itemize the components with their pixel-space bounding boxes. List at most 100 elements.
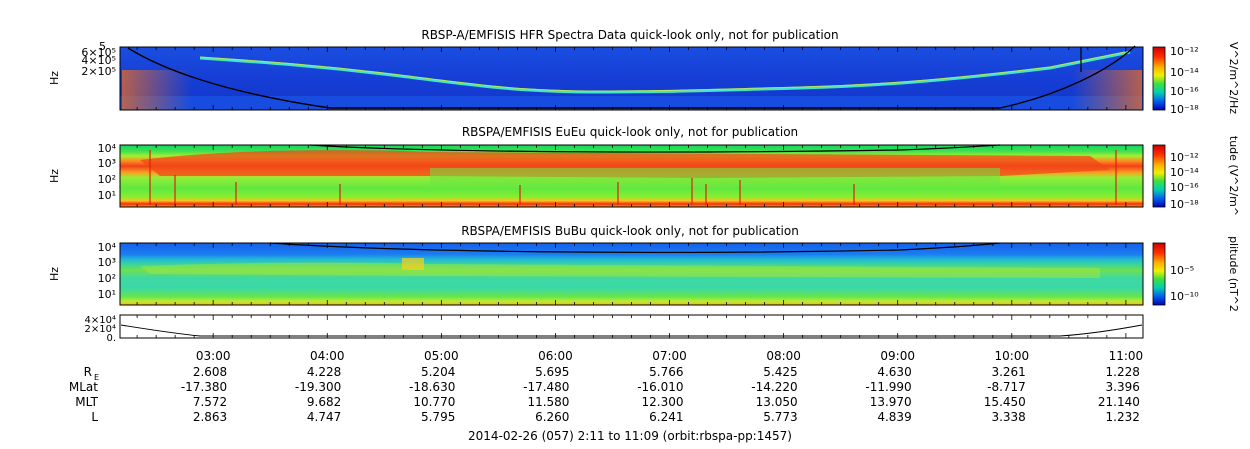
ephemeris-value: -8.717: [987, 380, 1026, 394]
density-ytick-label: 0.: [106, 333, 116, 344]
eueu-colorbar-label: tude (V^2/m^: [1227, 136, 1240, 216]
time-tick-label: 06:00: [538, 349, 573, 363]
eueu-hiss-patches: [430, 168, 1000, 186]
hfr-title: RBSP-A/EMFISIS HFR Spectra Data quick-lo…: [421, 28, 838, 42]
ephemeris-value: 7.572: [193, 395, 227, 409]
hfr-upper-hybrid-line: [199, 50, 1131, 94]
hfr-colorbar-tick: 10⁻¹⁶: [1170, 85, 1199, 98]
ephemeris-value: -14.220: [751, 380, 797, 394]
time-tick-label: 03:00: [196, 349, 231, 363]
ephemeris-row-label: L: [91, 410, 98, 424]
ephemeris-value: -11.990: [865, 380, 911, 394]
ephemeris-value: 13.970: [870, 395, 912, 409]
ephemeris-value: 4.839: [877, 410, 911, 424]
hfr-x-ticks: [136, 47, 1127, 110]
ephemeris-value: 5.695: [535, 365, 569, 379]
bubu-colorbar-label: plitude (nT^2: [1227, 236, 1240, 312]
density-x-ticks: [136, 315, 1127, 338]
density-panel: 4×10⁴ 2×10⁴ 0.: [85, 314, 1144, 344]
ephemeris-value: 4.228: [307, 365, 341, 379]
eueu-colorbar: [1152, 144, 1166, 208]
ephemeris-value: 4.630: [877, 365, 911, 379]
ephemeris-value: 3.338: [991, 410, 1025, 424]
ephemeris-value: 1.228: [1106, 365, 1140, 379]
density-ytick-label: 4×10⁴: [85, 315, 116, 326]
bubu-cutoff-curve: [269, 242, 1001, 254]
bubu-panel: RBSPA/EMFISIS BuBu quick-look only, not …: [48, 224, 1240, 312]
ephemeris-value: 6.260: [535, 410, 569, 424]
hfr-ytick-label: 6×10⁵: [81, 46, 116, 59]
hfr-ytick-label: 4×10⁵: [81, 54, 116, 67]
time-tick-label: 10:00: [995, 349, 1030, 363]
eueu-colorbar-tick: 10⁻¹²: [1170, 151, 1199, 164]
ephemeris-row-label: R: [84, 365, 92, 379]
ephemeris-value: -17.480: [523, 380, 569, 394]
hfr-colorbar-tick: 10⁻¹⁴: [1170, 66, 1199, 79]
density-plot-area: [119, 314, 1144, 339]
hfr-panel: RBSP-A/EMFISIS HFR Spectra Data quick-lo…: [48, 28, 1240, 116]
hfr-ytick-label: 2×10⁵: [81, 65, 116, 78]
eueu-spikes: [149, 150, 1117, 205]
bubu-colorbar-tick: 10⁻⁵: [1170, 264, 1194, 277]
ephemeris-value: 11.580: [527, 395, 569, 409]
hfr-cutoff-curve: [127, 45, 1136, 109]
hfr-y-axis-label: Hz: [48, 71, 61, 85]
eueu-panel: RBSPA/EMFISIS EuEu quick-look only, not …: [48, 125, 1240, 216]
bubu-ytick-label: 10⁴: [98, 241, 117, 254]
ephemeris-value: 5.795: [421, 410, 455, 424]
hfr-ytick-top: 5: [99, 40, 106, 53]
bubu-colorbar-tick: 10⁻¹⁰: [1170, 290, 1199, 303]
bubu-title: RBSPA/EMFISIS BuBu quick-look only, not …: [461, 224, 799, 238]
ephemeris-value: 15.450: [984, 395, 1026, 409]
bubu-colorbar: [1152, 242, 1166, 306]
hfr-colorbar: [1152, 46, 1166, 111]
bubu-ytick-label: 10³: [98, 256, 116, 269]
eueu-ytick-label: 10¹: [98, 189, 116, 202]
ephemeris-value: -18.630: [409, 380, 455, 394]
density-line: [120, 324, 1143, 337]
bubu-ytick-label: 10²: [98, 272, 116, 285]
eueu-title: RBSPA/EMFISIS EuEu quick-look only, not …: [462, 125, 798, 139]
ephemeris-value: -19.300: [295, 380, 341, 394]
time-tick-label: 04:00: [310, 349, 345, 363]
eueu-ytick-label: 10⁴: [98, 142, 117, 155]
time-tick-label: 08:00: [766, 349, 801, 363]
ephemeris-value: 13.050: [756, 395, 798, 409]
ephemeris-value: 5.773: [763, 410, 797, 424]
hfr-colorbar-tick: 10⁻¹²: [1170, 45, 1199, 58]
ephemeris-value: 12.300: [642, 395, 684, 409]
bubu-burst: [402, 258, 424, 270]
time-tick-label: 11:00: [1109, 349, 1144, 363]
density-ytick-label: 2×10⁴: [85, 324, 116, 335]
ephemeris-value: -17.380: [181, 380, 227, 394]
ephemeris-table: 03:00 04:00 05:00 06:00 07:00 08:00 09:00 10:00…: [69, 349, 1143, 424]
time-tick-label: 09:00: [880, 349, 915, 363]
eueu-y-axis-label: Hz: [48, 169, 61, 183]
ephemeris-value: -16.010: [637, 380, 683, 394]
time-tick-label: 05:00: [424, 349, 459, 363]
ephemeris-value: 5.425: [763, 365, 797, 379]
time-tick-label: 07:00: [652, 349, 687, 363]
hfr-low-band: [120, 96, 1143, 110]
footer-time-range: 2014-02-26 (057) 2:11 to 11:09 (orbit:rb…: [468, 429, 792, 443]
hfr-colorbar-tick: 10⁻¹⁸: [1170, 103, 1199, 116]
ephemeris-value: 21.140: [1098, 395, 1140, 409]
bubu-chorus-band: [140, 262, 1100, 278]
ephemeris-value: 4.747: [307, 410, 341, 424]
bubu-ytick-label: 10¹: [98, 288, 116, 301]
ephemeris-value: 1.232: [1106, 410, 1140, 424]
ephemeris-value: 6.241: [649, 410, 683, 424]
ephemeris-row-label-subscript: E: [94, 373, 99, 382]
eueu-x-ticks: [136, 145, 1127, 207]
eueu-cutoff-curve: [309, 144, 1001, 153]
ephemeris-value: 2.863: [193, 410, 227, 424]
eueu-ytick-label: 10²: [98, 173, 116, 186]
bubu-x-ticks: [136, 243, 1127, 305]
hfr-colorbar-label: V^2/m^2/Hz: [1227, 42, 1240, 114]
ephemeris-value: 3.396: [1106, 380, 1140, 394]
ephemeris-value: 3.261: [991, 365, 1025, 379]
ephemeris-value: 10.770: [413, 395, 455, 409]
ephemeris-value: 5.204: [421, 365, 455, 379]
ephemeris-row-label: MLT: [75, 395, 98, 409]
